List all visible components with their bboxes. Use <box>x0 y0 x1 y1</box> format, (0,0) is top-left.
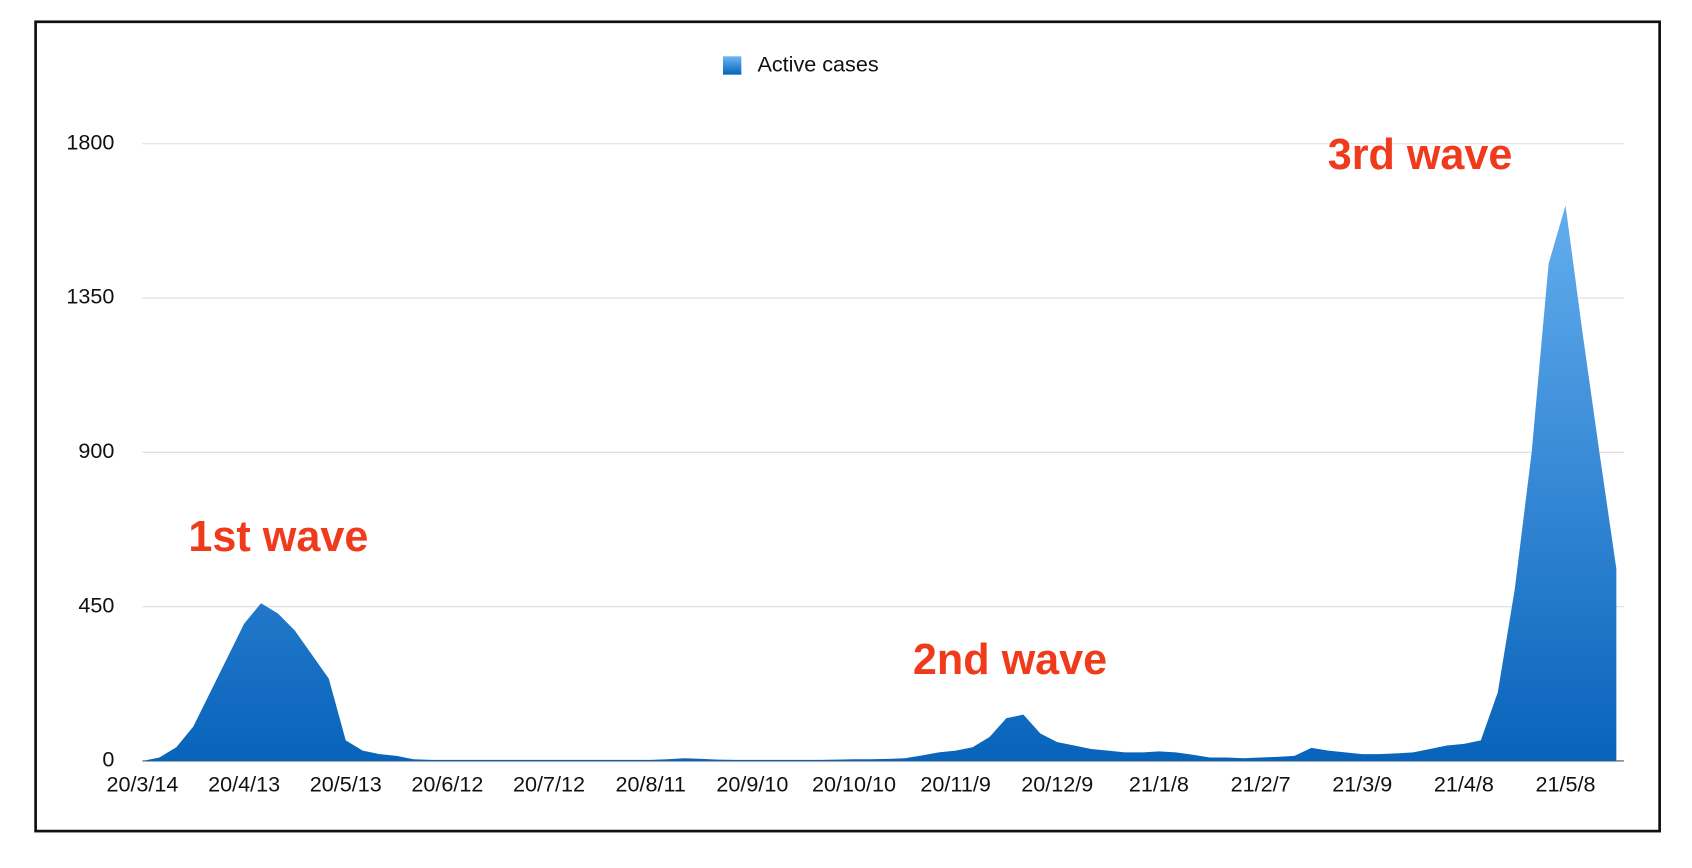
x-tick-label: 21/5/8 <box>1536 771 1596 796</box>
annotation: 1st wave <box>188 513 368 561</box>
x-tick-label: 21/4/8 <box>1434 771 1494 796</box>
annotation: 2nd wave <box>913 636 1107 684</box>
legend-label: Active cases <box>758 52 879 77</box>
x-tick-label: 21/3/9 <box>1332 771 1392 796</box>
x-tick-label: 20/12/9 <box>1021 771 1093 796</box>
x-tick-label: 20/11/9 <box>920 771 990 796</box>
y-tick-label: 450 <box>78 592 114 617</box>
legend-swatch <box>722 56 742 75</box>
y-tick-label: 900 <box>78 438 114 463</box>
y-tick-label: 1350 <box>66 284 114 309</box>
x-tick-label: 20/4/13 <box>208 771 280 796</box>
x-tick-label: 20/10/10 <box>812 771 896 796</box>
x-tick-label: 21/1/8 <box>1129 771 1189 796</box>
x-tick-label: 20/3/14 <box>106 771 178 796</box>
x-tick-label: 20/7/12 <box>513 771 585 796</box>
y-tick-label: 0 <box>102 747 114 772</box>
x-tick-label: 20/9/10 <box>716 771 788 796</box>
area <box>142 205 1617 761</box>
y-tick-label: 1800 <box>66 129 114 154</box>
x-tick-label: 20/5/13 <box>310 771 382 796</box>
x-tick-label: 20/6/12 <box>411 771 483 796</box>
x-tick-label: 21/2/7 <box>1231 771 1291 796</box>
x-tick-label: 20/8/11 <box>615 771 685 796</box>
annotation: 3rd wave <box>1328 131 1513 179</box>
